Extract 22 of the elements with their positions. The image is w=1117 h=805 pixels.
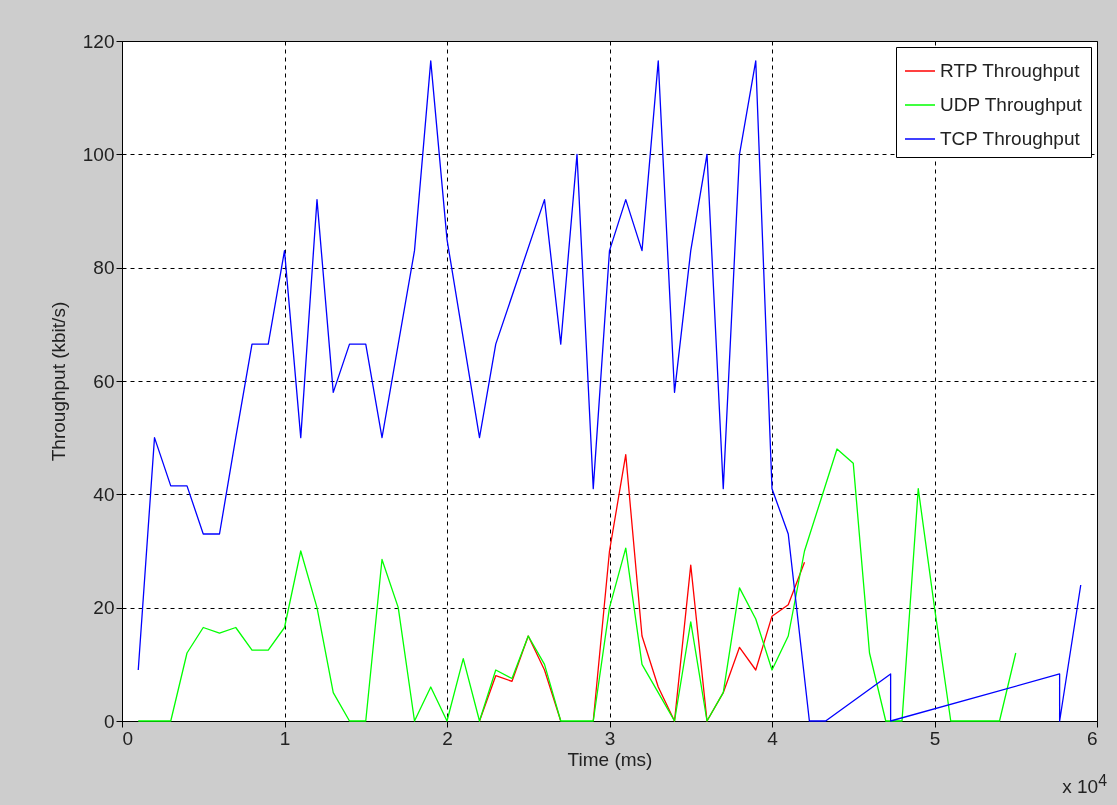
y-tick-label: 40 xyxy=(93,483,115,505)
x-tick-label: 1 xyxy=(279,727,291,749)
y-tick-label: 100 xyxy=(82,143,115,165)
legend-label: RTP Throughput xyxy=(940,60,1081,81)
y-axis-title: Throughput (kbit/s) xyxy=(47,301,69,462)
x-axis-title: Time (ms) xyxy=(567,748,653,770)
x-tick-label: 5 xyxy=(929,727,941,749)
y-tick-label: 20 xyxy=(93,597,115,619)
x-tick-label: 6 xyxy=(1086,727,1098,749)
line-series xyxy=(137,60,1082,722)
y-tick-label: 80 xyxy=(93,257,115,279)
y-tick-label: 60 xyxy=(93,370,115,392)
legend-label: UDP Throughput xyxy=(940,94,1083,115)
y-tick-label: 120 xyxy=(82,30,115,52)
x-tick-label: 2 xyxy=(442,727,453,749)
line-series xyxy=(137,448,1017,722)
x-tick-label: 0 xyxy=(122,727,134,749)
x-tick-label: 4 xyxy=(767,727,779,749)
x-tick-label: 3 xyxy=(604,727,616,749)
y-tick-label: 0 xyxy=(103,710,115,732)
text: x 10$^{4}$ xyxy=(1062,772,1107,799)
legend-label: TCP Throughput xyxy=(940,128,1081,149)
